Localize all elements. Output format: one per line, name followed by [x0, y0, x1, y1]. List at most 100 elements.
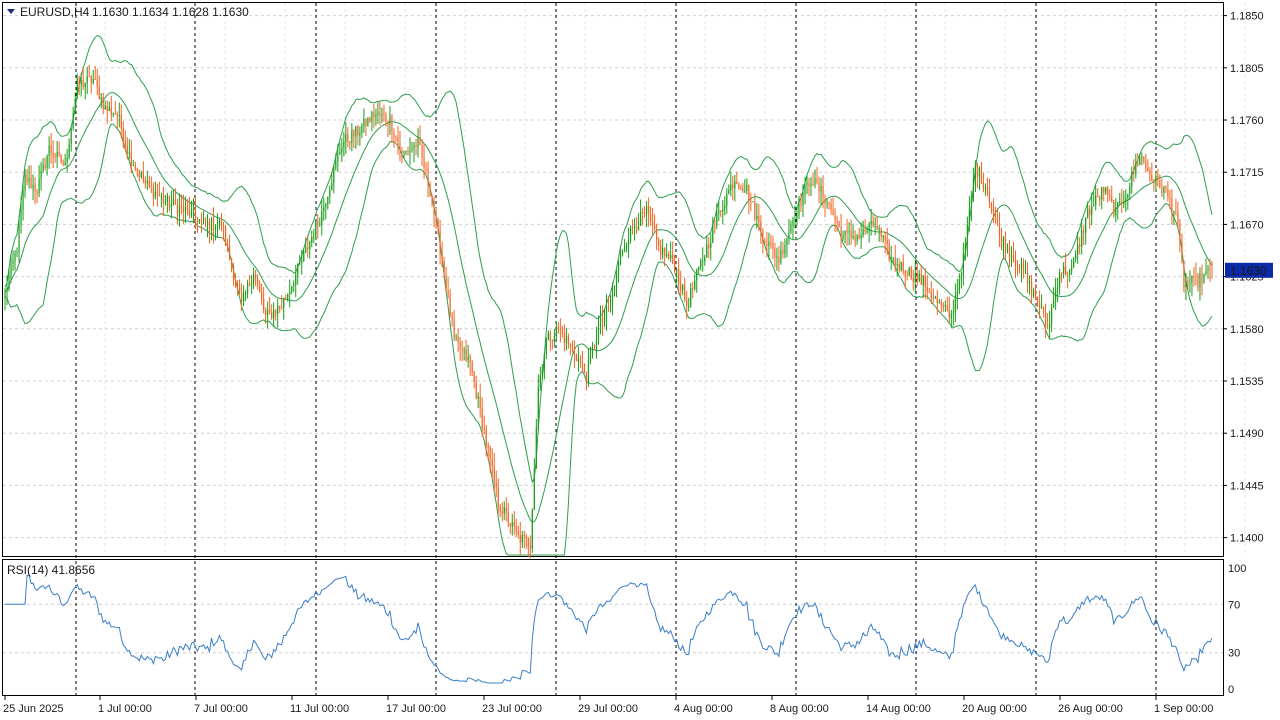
- candle-body[interactable]: [84, 83, 86, 87]
- candle-body[interactable]: [485, 429, 487, 445]
- candle-body[interactable]: [615, 276, 618, 286]
- candle-body[interactable]: [627, 240, 630, 247]
- candle-body[interactable]: [1189, 282, 1191, 284]
- candle-body[interactable]: [325, 204, 327, 208]
- candle-body[interactable]: [708, 244, 710, 248]
- candle-body[interactable]: [501, 511, 503, 514]
- candle-body[interactable]: [160, 195, 162, 197]
- candle-body[interactable]: [90, 76, 92, 83]
- candle-body[interactable]: [22, 190, 24, 210]
- candle-body[interactable]: [762, 231, 764, 243]
- candle-body[interactable]: [1153, 181, 1155, 184]
- candle-body[interactable]: [1077, 244, 1079, 255]
- candle-body[interactable]: [942, 305, 944, 307]
- candle-body[interactable]: [228, 244, 231, 259]
- candle-body[interactable]: [126, 144, 128, 154]
- candle-body[interactable]: [1205, 271, 1207, 275]
- candle-body[interactable]: [688, 305, 690, 307]
- candle-body[interactable]: [1139, 157, 1141, 165]
- candle-body[interactable]: [856, 235, 858, 241]
- candle-body[interactable]: [846, 230, 848, 233]
- candle-body[interactable]: [413, 144, 415, 149]
- candle-body[interactable]: [892, 257, 894, 259]
- candle-body[interactable]: [140, 172, 142, 177]
- candle-body[interactable]: [535, 428, 537, 469]
- candle-body[interactable]: [577, 358, 580, 362]
- candle-body[interactable]: [104, 105, 106, 110]
- candle-body[interactable]: [1006, 246, 1009, 252]
- candle-body[interactable]: [587, 360, 590, 382]
- candle-body[interactable]: [1028, 281, 1031, 284]
- candle-body[interactable]: [702, 260, 704, 262]
- candle-body[interactable]: [291, 286, 293, 292]
- candle-body[interactable]: [692, 288, 694, 290]
- candle-body[interactable]: [335, 161, 337, 168]
- candle-body[interactable]: [680, 283, 682, 291]
- candle-body[interactable]: [309, 242, 311, 250]
- candle-body[interactable]: [581, 362, 584, 364]
- candle-body[interactable]: [48, 145, 50, 157]
- candle-body[interactable]: [1187, 280, 1189, 283]
- candle-body[interactable]: [1177, 212, 1179, 224]
- candle-body[interactable]: [682, 285, 684, 291]
- candle-body[interactable]: [459, 342, 461, 350]
- candle-body[interactable]: [597, 326, 600, 341]
- candle-body[interactable]: [471, 362, 473, 372]
- candle-body[interactable]: [637, 226, 640, 230]
- candle-body[interactable]: [12, 260, 14, 264]
- candle-body[interactable]: [734, 181, 736, 189]
- candle-body[interactable]: [1207, 268, 1209, 272]
- candle-body[interactable]: [461, 349, 463, 351]
- candle-body[interactable]: [946, 305, 948, 310]
- candle-body[interactable]: [511, 522, 513, 527]
- candle-body[interactable]: [822, 186, 824, 199]
- candle-body[interactable]: [1059, 273, 1061, 288]
- candle-body[interactable]: [457, 336, 459, 343]
- candle-body[interactable]: [365, 118, 367, 127]
- candle-body[interactable]: [922, 276, 924, 285]
- candle-body[interactable]: [399, 143, 401, 151]
- candle-body[interactable]: [198, 219, 201, 223]
- candle-body[interactable]: [842, 235, 844, 239]
- candle-body[interactable]: [617, 264, 620, 277]
- candle-body[interactable]: [1057, 287, 1059, 290]
- candle-body[interactable]: [886, 239, 888, 245]
- candle-body[interactable]: [92, 78, 94, 83]
- candle-body[interactable]: [489, 447, 491, 460]
- candle-body[interactable]: [110, 107, 112, 115]
- candle-body[interactable]: [549, 332, 551, 341]
- candle-body[interactable]: [635, 226, 638, 230]
- candle-body[interactable]: [850, 230, 852, 238]
- candle-body[interactable]: [760, 221, 762, 232]
- candle-body[interactable]: [1075, 254, 1077, 259]
- candle-body[interactable]: [369, 117, 371, 122]
- candle-body[interactable]: [906, 275, 908, 277]
- candle-body[interactable]: [1095, 195, 1097, 206]
- candle-body[interactable]: [1175, 211, 1177, 213]
- candle-body[interactable]: [553, 336, 555, 341]
- candle-body[interactable]: [920, 273, 922, 285]
- candle-body[interactable]: [491, 459, 493, 467]
- candle-body[interactable]: [654, 225, 656, 230]
- candle-body[interactable]: [345, 134, 347, 143]
- candle-body[interactable]: [1183, 260, 1185, 287]
- candle-body[interactable]: [557, 326, 559, 329]
- candle-body[interactable]: [898, 263, 900, 271]
- candle-body[interactable]: [303, 251, 305, 261]
- candle-body[interactable]: [744, 190, 746, 192]
- candle-body[interactable]: [609, 305, 612, 308]
- candle-body[interactable]: [924, 276, 926, 287]
- candle-body[interactable]: [1149, 171, 1151, 176]
- candle-body[interactable]: [230, 258, 233, 266]
- candle-body[interactable]: [1133, 172, 1135, 175]
- candle-body[interactable]: [38, 178, 40, 194]
- candle-body[interactable]: [98, 86, 100, 100]
- candle-body[interactable]: [144, 180, 146, 184]
- candle-body[interactable]: [954, 296, 956, 314]
- candle-body[interactable]: [1081, 230, 1083, 247]
- candle-body[interactable]: [1173, 211, 1175, 213]
- candle-body[interactable]: [1169, 197, 1171, 199]
- candle-body[interactable]: [202, 217, 205, 220]
- candle-body[interactable]: [656, 229, 658, 240]
- candle-body[interactable]: [1119, 201, 1121, 203]
